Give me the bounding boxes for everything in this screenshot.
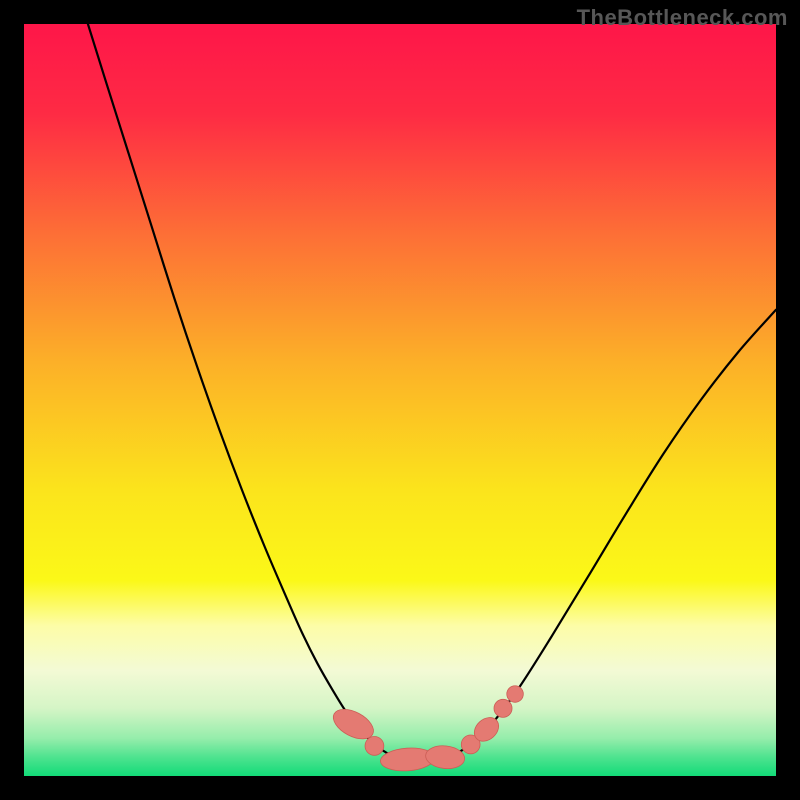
curve-marker (365, 737, 384, 756)
gradient-background (24, 24, 776, 776)
curve-marker (494, 699, 512, 717)
chart-frame: TheBottleneck.com (0, 0, 800, 800)
curve-marker (507, 686, 524, 703)
chart-svg (24, 24, 776, 776)
attribution-text: TheBottleneck.com (577, 5, 788, 31)
plot-area (24, 24, 776, 776)
